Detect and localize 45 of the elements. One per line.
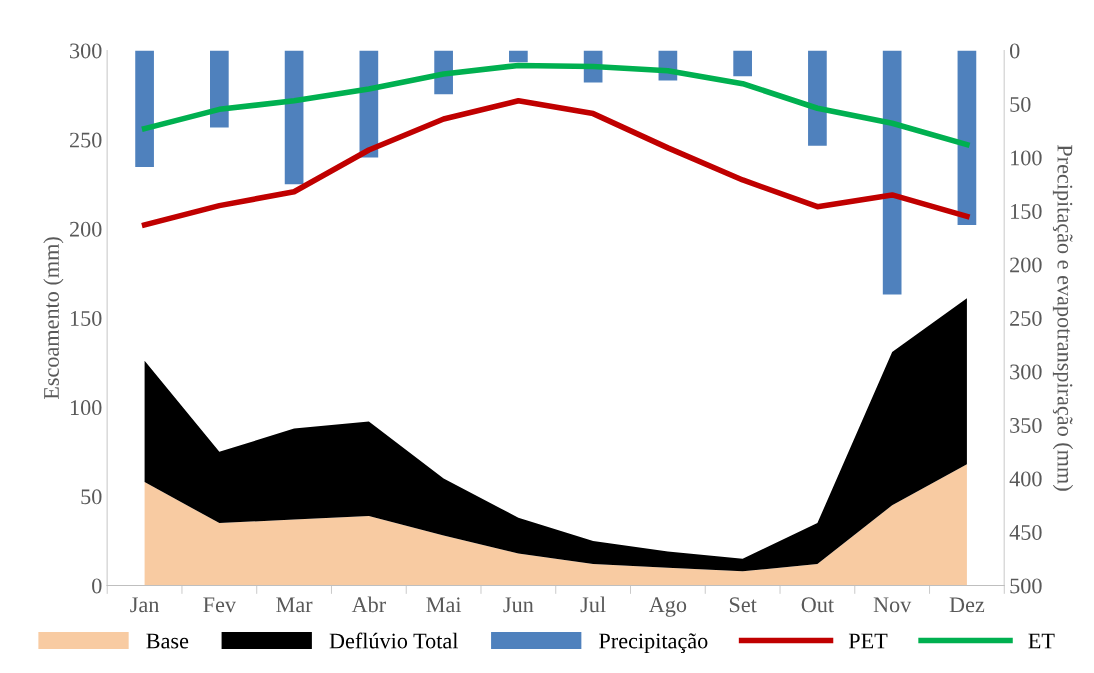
y2-tick-label: 150 <box>1011 203 1042 219</box>
x-tick-label: Ago <box>648 597 687 617</box>
bar <box>284 50 304 185</box>
x-tick-label: Out <box>801 597 834 613</box>
x-tick-label: Nov <box>873 597 912 613</box>
y-tick-label: 150 <box>70 310 102 326</box>
x-tick-label: Fev <box>203 597 237 613</box>
y-axis-title: Escoamento (mm) <box>43 237 64 400</box>
legend-label: Precipitação <box>599 633 708 653</box>
x-tick-label: Jan <box>130 597 160 613</box>
y-tick-label: 300 <box>70 43 102 59</box>
y-tick-label: 200 <box>69 221 102 237</box>
y2-tick-label: 200 <box>1010 257 1042 273</box>
y2-tick-label: 100 <box>1011 150 1042 166</box>
y-tick-label: 250 <box>69 132 102 148</box>
bar <box>882 50 902 295</box>
bar <box>808 50 827 146</box>
x-tick-label: Jul <box>580 596 606 613</box>
legend-label: Deflúvio Total <box>329 632 458 649</box>
bar <box>733 50 752 77</box>
bar <box>135 50 154 168</box>
bar <box>957 50 977 225</box>
y2-tick-label: 500 <box>1010 578 1042 594</box>
legend-label: Base <box>146 633 189 649</box>
y2-tick-label: 450 <box>1009 524 1042 540</box>
bar <box>210 50 229 128</box>
y2-tick-label: 350 <box>1010 417 1042 433</box>
x-tick-label: Abr <box>351 596 386 613</box>
y2-tick-label: 250 <box>1010 310 1042 326</box>
y2-tick-label: 0 <box>1010 43 1020 59</box>
x-tick-label: Jun <box>503 597 534 613</box>
y2-tick-label: 300 <box>1010 364 1042 380</box>
x-tick-label: Dez <box>949 597 985 613</box>
y2-axis-title: Precipitação e evapotranspiração (mm) <box>1052 144 1074 491</box>
x-tick-label: Mai <box>426 597 462 613</box>
y-tick-label: 100 <box>70 400 102 416</box>
x-tick-label: Mar <box>276 597 313 613</box>
y2-tick-label: 400 <box>1009 471 1042 487</box>
y-tick-label: 50 <box>81 489 102 505</box>
y-tick-label: 0 <box>92 578 102 594</box>
legend-label: ET <box>1028 633 1055 649</box>
bar <box>509 50 528 63</box>
legend-label: PET <box>848 633 888 649</box>
x-tick-label: Set <box>729 597 757 613</box>
y2-tick-label: 50 <box>1010 96 1031 112</box>
